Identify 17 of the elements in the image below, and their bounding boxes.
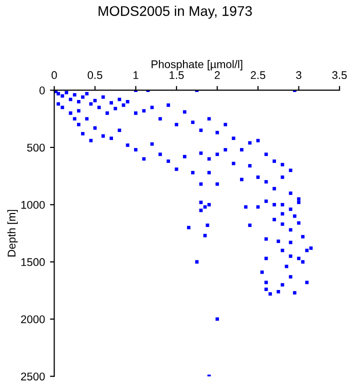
x-tick-label: 3.5 bbox=[332, 71, 347, 80]
y-tick-label: 1500 bbox=[21, 258, 45, 266]
x-tick-label: 2.5 bbox=[250, 71, 266, 80]
y-tick-label: 2500 bbox=[21, 372, 45, 380]
y-axis-title: Depth [m] bbox=[7, 210, 18, 256]
x-tick-label: 1.5 bbox=[170, 71, 184, 80]
x-tick-label: 2 bbox=[214, 71, 220, 79]
x-tick-label: 0 bbox=[52, 71, 57, 80]
y-tick-label: 0 bbox=[39, 86, 45, 94]
x-tick-label: 0.5 bbox=[88, 71, 102, 80]
y-tick-label: 2000 bbox=[21, 315, 45, 324]
x-tick-label: 3 bbox=[296, 71, 302, 80]
chart-title: MODS2005 in May, 1973 bbox=[98, 6, 252, 19]
y-tick-label: 1000 bbox=[21, 200, 45, 209]
y-tick-label: 500 bbox=[27, 144, 45, 152]
x-axis-title: Phosphate [µmol/l] bbox=[152, 60, 242, 70]
x-tick-label: 1 bbox=[134, 71, 138, 79]
